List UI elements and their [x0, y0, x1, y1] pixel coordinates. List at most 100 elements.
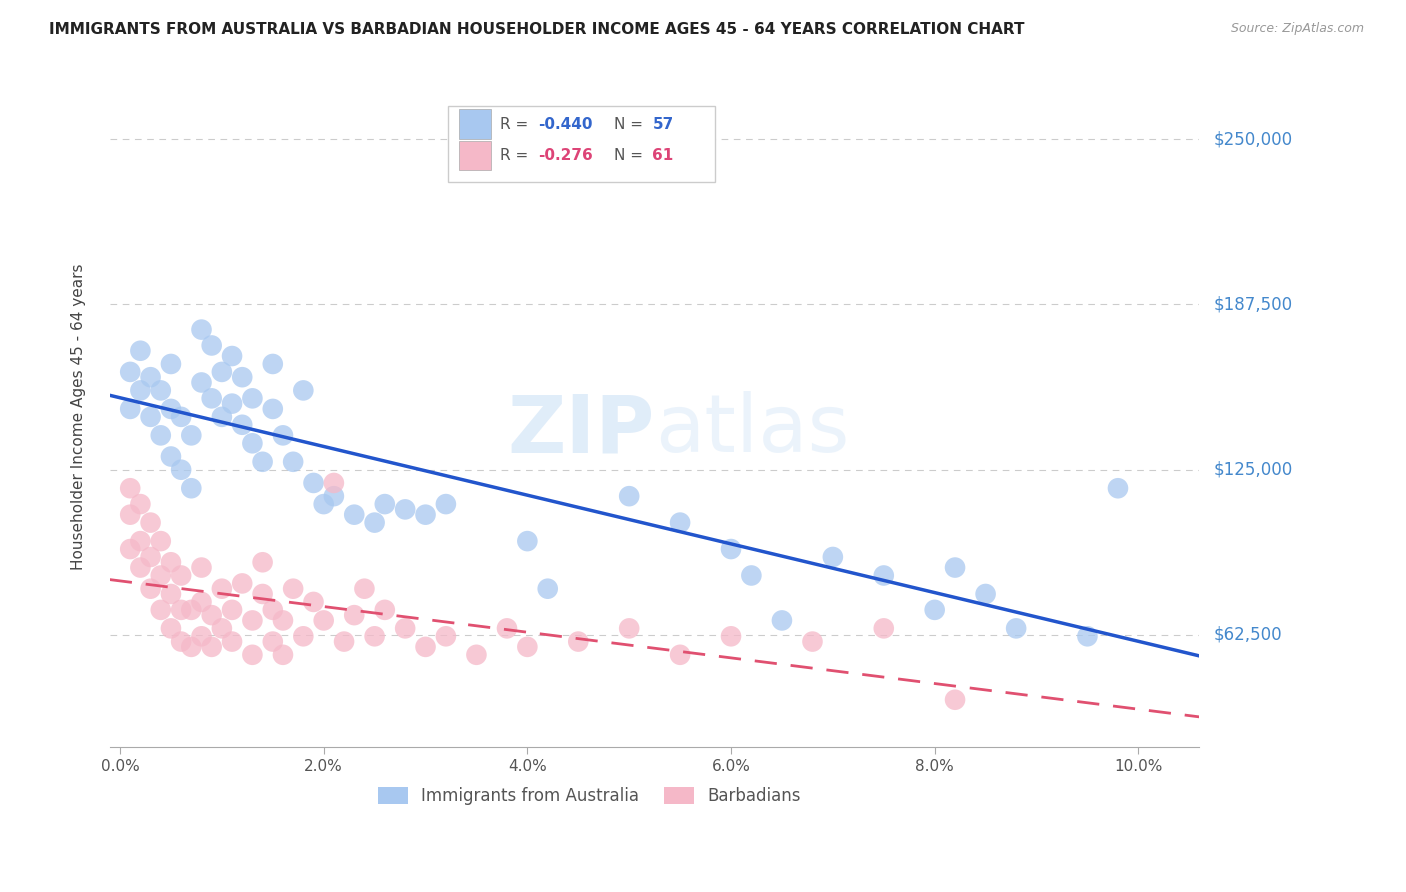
Point: [537, 582, 560, 596]
Point: [434, 629, 457, 643]
Point: [363, 516, 385, 530]
Point: [394, 502, 416, 516]
Point: [242, 436, 264, 450]
Point: [567, 634, 589, 648]
Point: [160, 450, 183, 464]
Point: [221, 603, 243, 617]
Point: [180, 603, 202, 617]
Text: R =: R =: [501, 148, 533, 163]
Point: [160, 401, 183, 416]
Point: [281, 455, 304, 469]
Point: [669, 516, 692, 530]
Point: [231, 576, 253, 591]
Point: [496, 621, 519, 635]
Text: 57: 57: [652, 117, 673, 131]
Point: [720, 629, 742, 643]
Point: [770, 614, 793, 628]
Point: [211, 621, 233, 635]
Point: [516, 534, 538, 549]
Point: [180, 428, 202, 442]
Point: [139, 516, 162, 530]
Point: [322, 489, 344, 503]
Point: [271, 614, 294, 628]
Point: [139, 409, 162, 424]
Text: N =: N =: [614, 148, 648, 163]
Point: [129, 534, 152, 549]
Text: R =: R =: [501, 117, 533, 131]
Point: [252, 587, 274, 601]
Y-axis label: Householder Income Ages 45 - 64 years: Householder Income Ages 45 - 64 years: [72, 264, 86, 570]
Point: [302, 475, 325, 490]
Point: [201, 608, 224, 623]
Text: 61: 61: [652, 148, 673, 163]
Point: [139, 549, 162, 564]
Point: [292, 629, 315, 643]
Point: [231, 417, 253, 432]
Point: [129, 497, 152, 511]
Point: [271, 648, 294, 662]
Point: [231, 370, 253, 384]
Point: [873, 568, 896, 582]
Text: -0.276: -0.276: [538, 148, 593, 163]
Point: [120, 508, 142, 522]
Point: [374, 497, 396, 511]
Text: $250,000: $250,000: [1213, 130, 1292, 148]
Point: [415, 508, 437, 522]
Point: [149, 534, 172, 549]
Point: [873, 621, 896, 635]
Point: [180, 481, 202, 495]
Point: [302, 595, 325, 609]
Point: [434, 497, 457, 511]
Point: [252, 455, 274, 469]
Text: -0.440: -0.440: [538, 117, 592, 131]
Point: [821, 549, 844, 564]
Point: [943, 560, 966, 574]
Point: [1107, 481, 1129, 495]
Point: [149, 603, 172, 617]
Point: [312, 497, 335, 511]
Point: [943, 692, 966, 706]
Point: [160, 621, 183, 635]
FancyBboxPatch shape: [447, 106, 714, 182]
Point: [415, 640, 437, 654]
Point: [149, 568, 172, 582]
Point: [353, 582, 375, 596]
FancyBboxPatch shape: [458, 141, 491, 170]
Legend: Immigrants from Australia, Barbadians: Immigrants from Australia, Barbadians: [371, 780, 807, 812]
Point: [190, 595, 212, 609]
Point: [974, 587, 997, 601]
Point: [312, 614, 335, 628]
Point: [242, 392, 264, 406]
Point: [120, 365, 142, 379]
Text: ZIP: ZIP: [508, 391, 655, 469]
Point: [242, 648, 264, 662]
Point: [139, 582, 162, 596]
Point: [129, 343, 152, 358]
Text: $62,500: $62,500: [1213, 626, 1282, 644]
Point: [170, 463, 193, 477]
Point: [120, 401, 142, 416]
Point: [120, 481, 142, 495]
Point: [343, 608, 366, 623]
Point: [292, 384, 315, 398]
Text: atlas: atlas: [655, 391, 849, 469]
Point: [516, 640, 538, 654]
Point: [211, 409, 233, 424]
Point: [201, 338, 224, 352]
FancyBboxPatch shape: [458, 109, 491, 138]
Point: [160, 587, 183, 601]
Point: [1005, 621, 1028, 635]
Point: [221, 634, 243, 648]
Point: [720, 542, 742, 557]
Point: [740, 568, 762, 582]
Point: [262, 634, 284, 648]
Point: [262, 357, 284, 371]
Point: [211, 365, 233, 379]
Point: [465, 648, 488, 662]
Point: [160, 357, 183, 371]
Point: [374, 603, 396, 617]
Point: [333, 634, 356, 648]
Point: [190, 560, 212, 574]
Point: [801, 634, 824, 648]
Point: [619, 621, 641, 635]
